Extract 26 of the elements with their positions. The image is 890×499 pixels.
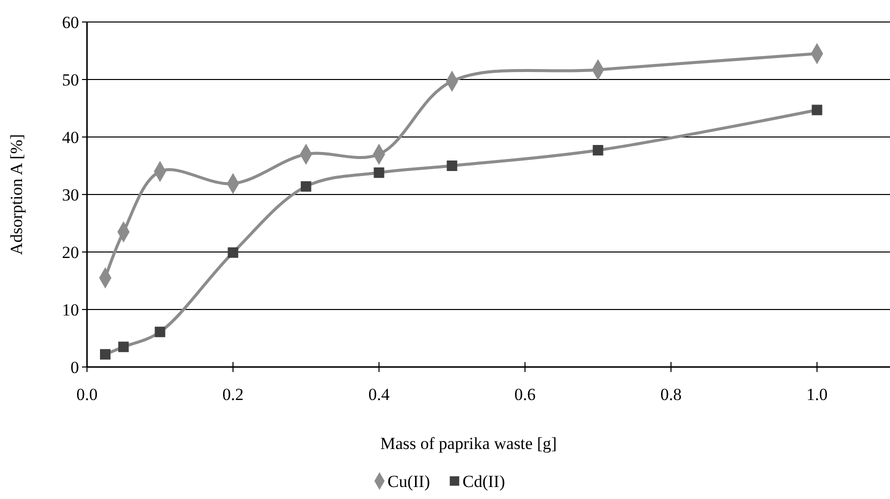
x-tick-label: 0.0 [76, 385, 98, 404]
point [118, 342, 129, 352]
y-tick-label: 60 [62, 12, 79, 32]
point [446, 160, 458, 171]
point [154, 326, 166, 338]
point [374, 167, 384, 178]
point [100, 349, 110, 360]
y-tick-label: 10 [62, 300, 79, 320]
y-tick-label: 30 [62, 185, 79, 204]
point [228, 247, 238, 258]
y-tick-label: 40 [62, 128, 79, 147]
x-axis-title: Mass of paprika waste [g] [380, 434, 557, 453]
x-tick-label: 1.0 [806, 385, 828, 404]
point [812, 104, 822, 116]
x-tick-label: 0.6 [514, 385, 536, 404]
y-tick-label: 50 [62, 70, 79, 90]
legend-label: Cd(II) [462, 472, 505, 491]
x-tick-label: 0.4 [368, 385, 390, 404]
y-axis-title: Adsorption A [%] [7, 134, 26, 255]
x-tick-label: 0.8 [660, 385, 682, 404]
y-tick-label: 0 [70, 358, 79, 377]
x-tick-label: 0.2 [222, 385, 244, 404]
legend-label: Cu(II) [388, 472, 430, 491]
point [300, 181, 312, 192]
point [592, 144, 604, 156]
y-tick-label: 20 [62, 242, 79, 262]
